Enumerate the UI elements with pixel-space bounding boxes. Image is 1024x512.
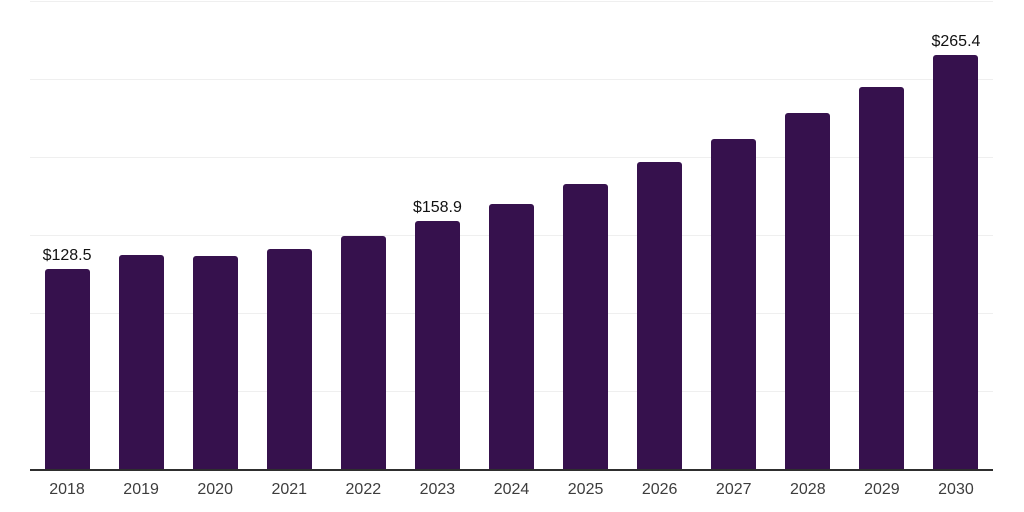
bar-2026	[637, 162, 683, 469]
bar-value-label-2018: $128.5	[42, 246, 92, 264]
x-axis-line	[30, 469, 993, 471]
x-tick-label-2021: 2021	[271, 481, 308, 498]
x-tick-label-2029: 2029	[864, 481, 900, 498]
gridline	[30, 1, 993, 2]
x-tick-label-2020: 2020	[197, 481, 233, 498]
gridline	[30, 79, 993, 80]
gridline	[30, 157, 993, 158]
x-tick-label-2019: 2019	[123, 481, 159, 498]
plot-area: $128.5 $158.9 $265.4	[30, 1, 993, 469]
bar-2023	[414, 221, 460, 469]
bar-2019	[118, 254, 164, 469]
bar-2025	[563, 183, 609, 469]
x-tick-label-2030: 2030	[938, 481, 974, 498]
bar-2029	[859, 86, 905, 469]
bar-2021	[266, 249, 312, 469]
bar-value-label-2030: $265.4	[931, 32, 981, 50]
x-axis: 2018 2019 2020 2021 2022 2023 2024 2025 2026 2027…	[30, 481, 993, 503]
bar-2018	[44, 268, 90, 469]
bar-2024	[489, 203, 534, 469]
bar-2020	[192, 256, 238, 469]
x-tick-label-2022: 2022	[345, 481, 382, 498]
x-tick-label-2023: 2023	[419, 481, 456, 498]
bar-value-label-2023: $158.9	[412, 199, 462, 217]
x-tick-label-2025: 2025	[567, 481, 604, 498]
bar-2022	[340, 235, 386, 469]
bar-2030	[933, 54, 979, 469]
x-tick-label-2024: 2024	[493, 481, 530, 498]
x-tick-label-2027: 2027	[715, 481, 752, 498]
bar-2028	[785, 112, 831, 469]
bar-2027	[711, 139, 757, 469]
x-tick-label-2028: 2028	[790, 481, 826, 498]
x-tick-label-2018: 2018	[49, 481, 85, 498]
x-tick-label-2026: 2026	[641, 481, 678, 498]
